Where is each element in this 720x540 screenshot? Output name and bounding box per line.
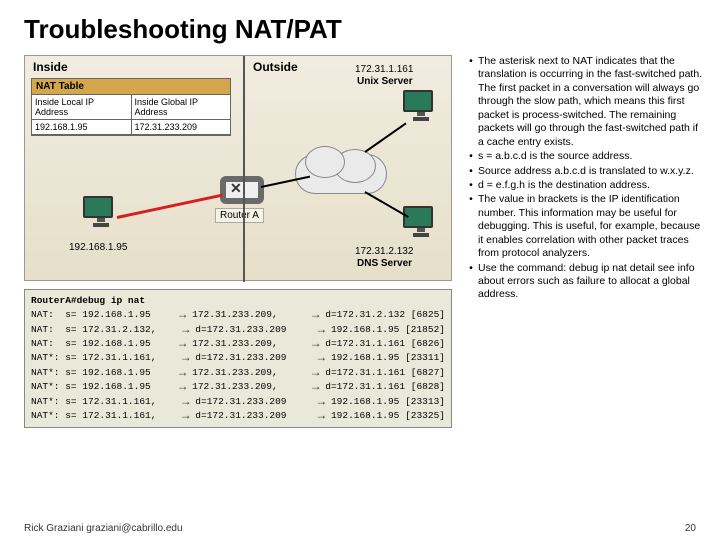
content-area: Inside Outside NAT Table Inside Local IP… (0, 45, 720, 428)
cloud-icon (295, 146, 385, 196)
footer: Rick Graziani graziani@cabrillo.edu 20 (24, 523, 696, 534)
bullet-item: •The value in brackets is the IP identif… (464, 193, 704, 260)
terminal-row: NAT*: s= 172.31.1.161,→d=172.31.233.209→… (31, 351, 445, 365)
terminal-output: RouterA#debug ip nat NAT: s= 192.168.1.9… (24, 289, 452, 428)
server1-ip: 172.31.1.161 (355, 64, 413, 75)
bullet-item: •Use the command: debug ip nat detail se… (464, 262, 704, 302)
zone-inside-label: Inside (33, 60, 68, 74)
page-title: Troubleshooting NAT/PAT (0, 0, 720, 45)
server1-label: Unix Server (357, 76, 413, 87)
bullet-list: •The asterisk next to NAT indicates that… (464, 55, 704, 302)
router-icon: ✕ (220, 176, 264, 204)
page-number: 20 (685, 523, 696, 534)
server1-icon (403, 90, 439, 124)
footer-author: Rick Graziani graziani@cabrillo.edu (24, 523, 183, 534)
divider-line (243, 56, 245, 282)
terminal-row: NAT*: s= 192.168.1.95→172.31.233.209,→d=… (31, 380, 445, 394)
server2-icon (403, 206, 439, 240)
host-ip: 192.168.1.95 (69, 242, 127, 253)
nat-table: NAT Table Inside Local IP Address Inside… (31, 78, 231, 136)
bullet-item: •s = a.b.c.d is the source address. (464, 150, 704, 163)
nat-table-title: NAT Table (32, 79, 230, 95)
nat-val2: 172.31.233.209 (132, 120, 231, 135)
server2-ip: 172.31.2.132 (355, 246, 413, 257)
link-host-router (117, 194, 223, 219)
terminal-row: NAT*: s= 172.31.1.161,→d=172.31.233.209→… (31, 395, 445, 409)
terminal-row: NAT: s= 192.168.1.95→172.31.233.209,→d=1… (31, 308, 445, 322)
server2-label: DNS Server (357, 258, 412, 269)
terminal-row: NAT: s= 172.31.2.132,→d=172.31.233.209→1… (31, 323, 445, 337)
nat-col2: Inside Global IP Address (132, 95, 231, 120)
terminal-row: NAT: s= 192.168.1.95→172.31.233.209,→d=1… (31, 337, 445, 351)
terminal-prompt: RouterA#debug ip nat (31, 294, 445, 308)
bullet-item: •The asterisk next to NAT indicates that… (464, 55, 704, 149)
bullet-item: •d = e.f.g.h is the destination address. (464, 179, 704, 192)
terminal-row: NAT*: s= 172.31.1.161,→d=172.31.233.209→… (31, 409, 445, 423)
bullet-item: •Source address a.b.c.d is translated to… (464, 165, 704, 178)
terminal-row: NAT*: s= 192.168.1.95→172.31.233.209,→d=… (31, 366, 445, 380)
nat-val1: 192.168.1.95 (32, 120, 132, 135)
nat-col1: Inside Local IP Address (32, 95, 132, 120)
zone-outside-label: Outside (253, 60, 298, 74)
network-diagram: Inside Outside NAT Table Inside Local IP… (24, 55, 452, 281)
host-icon (83, 196, 119, 230)
link-cloud-server1 (364, 123, 406, 153)
left-column: Inside Outside NAT Table Inside Local IP… (24, 55, 454, 428)
right-column: •The asterisk next to NAT indicates that… (454, 55, 704, 428)
router-label: Router A (215, 208, 264, 223)
link-cloud-server2 (365, 191, 409, 218)
